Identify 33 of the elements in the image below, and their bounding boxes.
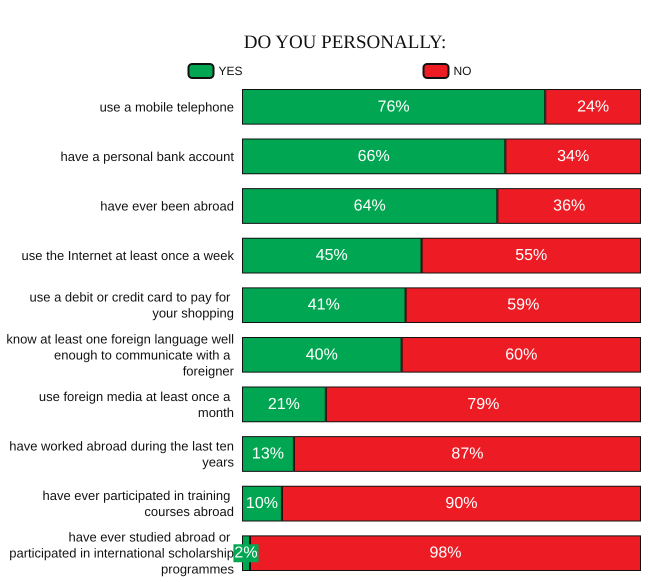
chart-title: DO YOU PERSONALLY:: [244, 32, 446, 53]
y-tick-label: use a mobile telephone: [100, 99, 234, 114]
data-label: 24%: [577, 98, 610, 116]
data-label: 40%: [306, 346, 338, 364]
y-tick-label: have worked abroad during the last ten years: [9, 438, 234, 470]
legend-label: YES: [218, 64, 243, 78]
y-tick-label: have ever studied abroad or participated in international scholarship programmes: [9, 530, 234, 577]
data-label: 41%: [308, 296, 340, 314]
y-tick-label: have ever participated in training courses abroad: [42, 488, 234, 520]
y-tick-label: have a personal bank account: [60, 148, 234, 164]
data-label: 2%: [234, 544, 258, 562]
legend-label: NO: [454, 64, 472, 78]
data-label: 13%: [252, 446, 284, 462]
data-label: 79%: [467, 396, 500, 413]
y-tick-label: use foreign media at least once a month: [38, 388, 234, 420]
data-label: 36%: [553, 198, 586, 214]
y-tick-label: know at least one foreign language well enough to communicate with a foreigner: [6, 331, 235, 378]
data-label: 34%: [557, 148, 590, 165]
data-label: 98%: [429, 544, 462, 562]
y-tick-label: use a debit or credit card to pay for your shopping: [30, 290, 234, 321]
data-label: 87%: [451, 446, 484, 462]
data-label: 55%: [515, 247, 548, 264]
data-label: 21%: [268, 396, 300, 413]
data-label: 90%: [445, 495, 478, 512]
data-label: 76%: [378, 98, 410, 116]
y-tick-label: use the Internet at least once a week: [22, 248, 234, 264]
y-tick-label: have ever been abroad: [100, 198, 234, 214]
data-label: 10%: [246, 495, 278, 512]
data-label: 45%: [316, 247, 348, 264]
data-label: 66%: [358, 148, 390, 165]
data-label: 64%: [354, 198, 386, 214]
data-label: 59%: [507, 296, 540, 314]
data-label: 60%: [505, 346, 538, 364]
